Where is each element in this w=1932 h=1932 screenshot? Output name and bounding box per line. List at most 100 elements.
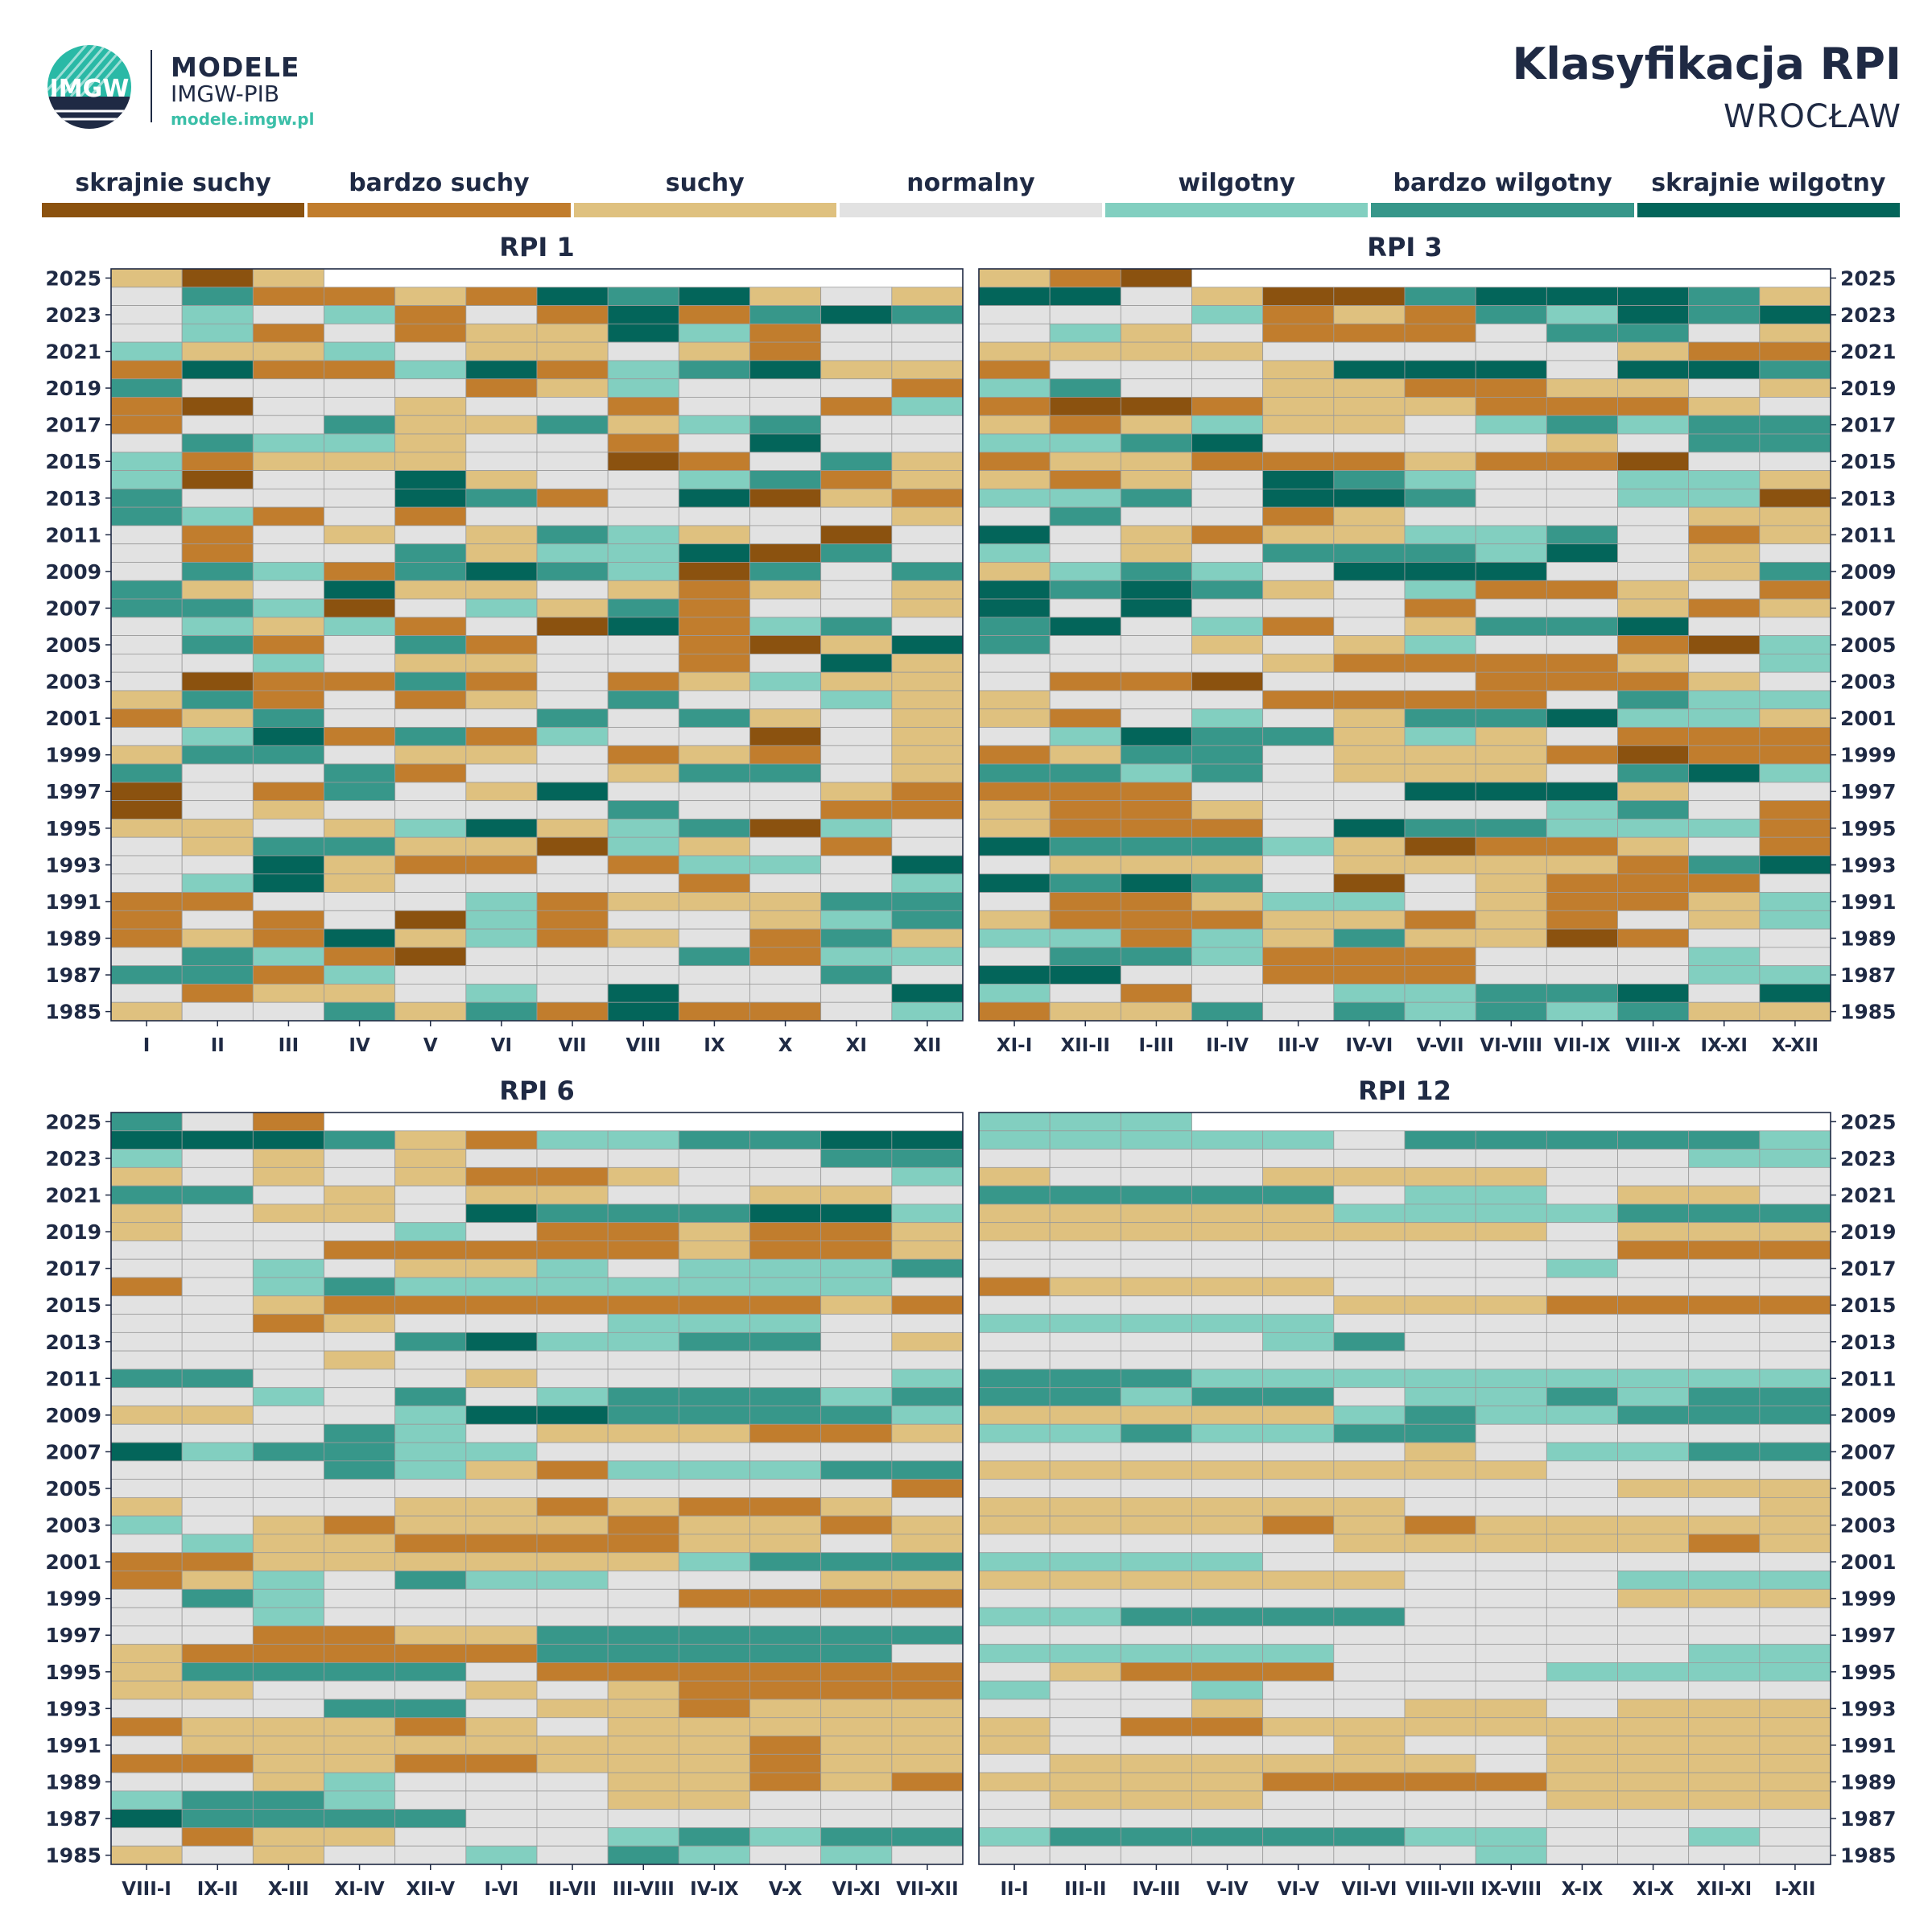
heatmap-cell bbox=[1475, 1552, 1547, 1571]
heatmap-cell bbox=[678, 1001, 750, 1022]
heatmap-cell bbox=[536, 800, 609, 819]
heatmap-cell bbox=[1262, 506, 1335, 526]
heatmap-cell bbox=[891, 1406, 964, 1425]
brand-url[interactable]: modele.imgw.pl bbox=[171, 109, 315, 129]
heatmap-cell bbox=[110, 506, 183, 526]
heatmap-cell bbox=[1617, 1406, 1690, 1425]
heatmap-cell bbox=[1475, 580, 1547, 600]
heatmap-cell bbox=[749, 965, 822, 985]
heatmap-cell bbox=[110, 488, 183, 508]
heatmap-cell bbox=[181, 1314, 254, 1333]
heatmap-cell bbox=[1759, 947, 1831, 967]
heatmap-cell bbox=[1759, 1625, 1831, 1645]
heatmap-cell bbox=[1688, 506, 1761, 526]
heatmap-cell bbox=[1262, 984, 1335, 1003]
heatmap-cell bbox=[1688, 1644, 1761, 1663]
heatmap-cell bbox=[394, 727, 467, 746]
heatmap-cell bbox=[678, 1790, 750, 1810]
heatmap-cell bbox=[1475, 452, 1547, 471]
heatmap-cell bbox=[678, 1736, 750, 1755]
heatmap-cell bbox=[749, 525, 822, 545]
heatmap-cell bbox=[536, 617, 609, 637]
heatmap-cell bbox=[536, 892, 609, 911]
y-tick-label: 2021 bbox=[1840, 1184, 1897, 1208]
heatmap-cell bbox=[607, 1295, 679, 1315]
heatmap-cell bbox=[1475, 1130, 1547, 1150]
heatmap-cell bbox=[1546, 1314, 1618, 1333]
heatmap-cell bbox=[536, 433, 609, 453]
heatmap-cell bbox=[252, 360, 324, 380]
heatmap-cell bbox=[978, 1277, 1051, 1297]
heatmap-cell bbox=[394, 470, 467, 489]
brand-title: MODELE bbox=[171, 52, 300, 83]
heatmap-cell bbox=[1049, 1680, 1121, 1700]
heatmap-cell bbox=[324, 984, 396, 1003]
heatmap-cell bbox=[1262, 1496, 1335, 1517]
heatmap-cell bbox=[1546, 928, 1618, 948]
heatmap-cell bbox=[252, 1350, 324, 1370]
heatmap-cell bbox=[181, 360, 254, 380]
heatmap-cell bbox=[891, 1496, 964, 1517]
heatmap-cell bbox=[1191, 598, 1264, 618]
x-tick-label: VIII-VII bbox=[1406, 1879, 1475, 1900]
heatmap-cell bbox=[1759, 1515, 1831, 1535]
heatmap-cell bbox=[1120, 1406, 1192, 1425]
heatmap-cell bbox=[1333, 782, 1406, 802]
heatmap-cell bbox=[978, 1460, 1051, 1480]
heatmap-cell bbox=[1475, 635, 1547, 654]
heatmap-cell bbox=[110, 763, 183, 783]
heatmap-cell bbox=[252, 580, 324, 600]
heatmap-cell bbox=[1617, 1845, 1690, 1865]
legend-label: skrajnie wilgotny bbox=[1651, 169, 1886, 197]
heatmap-cell bbox=[1333, 1460, 1406, 1480]
heatmap-cell bbox=[1262, 1001, 1335, 1022]
heatmap-cell bbox=[1049, 1166, 1121, 1187]
heatmap-cell bbox=[678, 1534, 750, 1554]
heatmap-cell bbox=[1262, 782, 1335, 802]
heatmap-cell bbox=[324, 800, 396, 819]
heatmap-cell bbox=[1688, 782, 1761, 802]
heatmap-cell bbox=[1333, 1827, 1406, 1847]
heatmap-cell bbox=[978, 1130, 1051, 1150]
heatmap-cell bbox=[465, 653, 538, 673]
heatmap-cell bbox=[607, 1423, 679, 1443]
brand-logo[interactable]: IMGW MODELE IMGW-PIB modele.imgw.pl bbox=[45, 40, 314, 137]
heatmap-cell bbox=[1120, 397, 1192, 416]
heatmap-cell bbox=[1617, 1644, 1690, 1663]
heatmap-cell bbox=[252, 1203, 324, 1224]
heatmap-cell bbox=[181, 433, 254, 453]
heatmap-cell bbox=[1546, 1699, 1618, 1719]
heatmap-cell bbox=[110, 397, 183, 416]
heatmap-cell bbox=[1475, 1331, 1547, 1352]
heatmap-cell bbox=[1333, 1588, 1406, 1608]
heatmap-cell bbox=[820, 1241, 893, 1260]
heatmap-cell bbox=[1475, 341, 1547, 361]
heatmap-cell bbox=[1617, 1368, 1690, 1389]
heatmap-cell bbox=[1333, 506, 1406, 526]
heatmap-cell bbox=[678, 1423, 750, 1443]
heatmap-cell bbox=[252, 1772, 324, 1792]
heatmap-cell bbox=[110, 1552, 183, 1571]
heatmap-cell bbox=[678, 1680, 750, 1700]
heatmap-cell bbox=[1617, 525, 1690, 545]
heatmap-cell bbox=[465, 1753, 538, 1773]
heatmap-cell bbox=[820, 1680, 893, 1700]
heatmap-cell bbox=[978, 1166, 1051, 1187]
heatmap-cell bbox=[110, 1607, 183, 1627]
heatmap-cell bbox=[181, 1130, 254, 1150]
heatmap-cell bbox=[1546, 892, 1618, 911]
heatmap-cell bbox=[394, 855, 467, 875]
y-tick-label: 1993 bbox=[45, 853, 101, 877]
heatmap-cell bbox=[820, 452, 893, 471]
heatmap-cell bbox=[252, 1479, 324, 1498]
heatmap-cell bbox=[1617, 1625, 1690, 1645]
heatmap-cell bbox=[891, 1166, 964, 1187]
heatmap-cell bbox=[1120, 1295, 1192, 1315]
x-tick-label: II-I bbox=[1000, 1879, 1028, 1900]
y-tick-label: 1991 bbox=[45, 890, 101, 914]
heatmap-cell bbox=[1120, 268, 1192, 288]
heatmap-cell bbox=[1404, 452, 1476, 471]
heatmap-cell bbox=[678, 452, 750, 471]
heatmap-cell bbox=[978, 415, 1051, 435]
heatmap-cell bbox=[181, 1736, 254, 1755]
